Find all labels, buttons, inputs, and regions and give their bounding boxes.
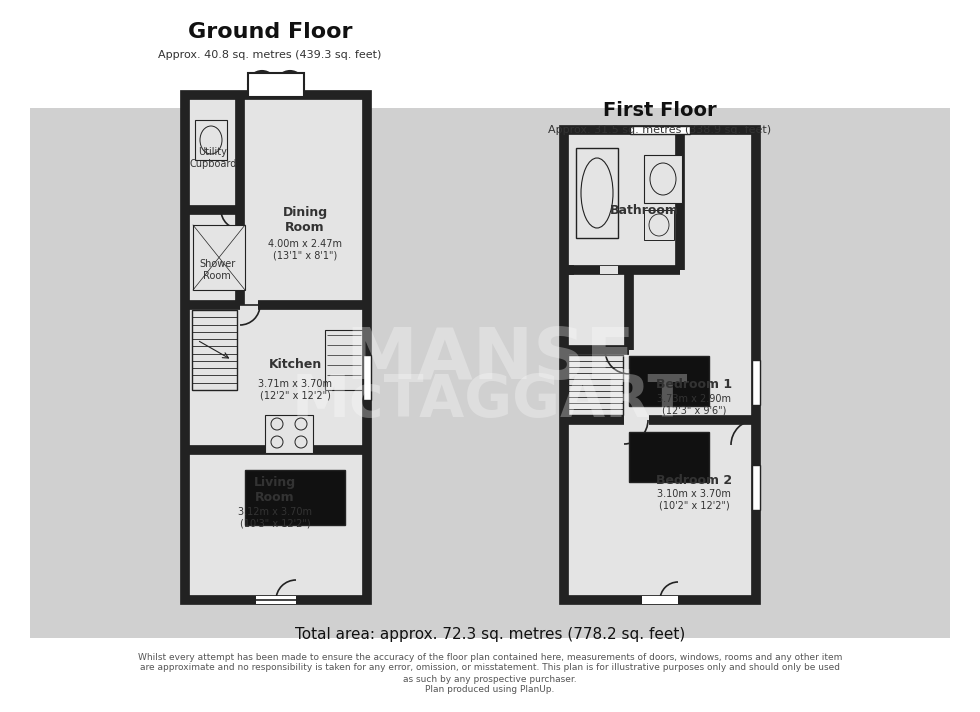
Bar xyxy=(185,95,367,600)
Text: 3.12m x 3.70m
(10'3" x 12'2"): 3.12m x 3.70m (10'3" x 12'2") xyxy=(238,507,312,529)
Ellipse shape xyxy=(200,126,222,154)
Text: Shower
Room: Shower Room xyxy=(199,259,235,281)
Bar xyxy=(363,355,371,400)
Text: McTAGGART: McTAGGART xyxy=(292,372,688,429)
Bar xyxy=(568,355,623,415)
Text: Dining
Room: Dining Room xyxy=(282,206,327,234)
Text: 4.00m x 2.47m
(13'1" x 8'1"): 4.00m x 2.47m (13'1" x 8'1") xyxy=(268,239,342,261)
Bar xyxy=(192,310,237,390)
Bar xyxy=(185,95,367,600)
Bar xyxy=(752,465,760,510)
Text: Whilst every attempt has been made to ensure the accuracy of the floor plan cont: Whilst every attempt has been made to en… xyxy=(138,652,842,661)
Bar xyxy=(256,596,296,604)
Ellipse shape xyxy=(581,158,613,228)
Ellipse shape xyxy=(649,214,669,236)
Text: Plan produced using PlanUp.: Plan produced using PlanUp. xyxy=(425,686,555,694)
Text: Bedroom 2: Bedroom 2 xyxy=(656,473,732,486)
Text: Bathroom: Bathroom xyxy=(610,204,678,216)
Text: Bedroom 1: Bedroom 1 xyxy=(656,379,732,392)
Text: 3.71m x 3.70m
(12'2" x 12'2"): 3.71m x 3.70m (12'2" x 12'2") xyxy=(258,379,332,401)
Bar xyxy=(630,126,690,134)
Text: Utility
Cupboard: Utility Cupboard xyxy=(189,147,237,169)
Text: Approx. 31.5 sq. metres (338.9 sq. feet): Approx. 31.5 sq. metres (338.9 sq. feet) xyxy=(549,125,771,135)
Bar xyxy=(195,120,227,160)
Text: Ground Floor: Ground Floor xyxy=(188,22,352,42)
Text: MANSE: MANSE xyxy=(345,325,635,394)
Text: as such by any prospective purchaser.: as such by any prospective purchaser. xyxy=(403,674,577,684)
Bar xyxy=(564,130,756,600)
Bar xyxy=(600,266,618,274)
Bar xyxy=(629,356,709,406)
Bar xyxy=(193,225,245,290)
Bar xyxy=(564,130,756,600)
Bar xyxy=(248,73,304,97)
Bar xyxy=(644,210,674,240)
Text: Kitchen: Kitchen xyxy=(269,359,321,372)
Bar xyxy=(629,432,709,482)
Bar xyxy=(325,330,363,390)
Text: are approximate and no responsibility is taken for any error, omission, or misst: are approximate and no responsibility is… xyxy=(140,664,840,673)
Text: First Floor: First Floor xyxy=(603,100,716,120)
Bar xyxy=(644,155,682,203)
Text: Approx. 40.8 sq. metres (439.3 sq. feet): Approx. 40.8 sq. metres (439.3 sq. feet) xyxy=(159,50,381,60)
Bar xyxy=(30,108,950,638)
Bar xyxy=(642,596,678,604)
Text: 3.10m x 3.70m
(10'2" x 12'2"): 3.10m x 3.70m (10'2" x 12'2") xyxy=(657,489,731,511)
Ellipse shape xyxy=(650,163,676,195)
Bar xyxy=(752,360,760,405)
Text: 3.73m x 2.90m
(12'3" x 9'6"): 3.73m x 2.90m (12'3" x 9'6") xyxy=(657,394,731,416)
Text: Living
Room: Living Room xyxy=(254,476,296,504)
Bar xyxy=(265,415,313,453)
Text: Total area: approx. 72.3 sq. metres (778.2 sq. feet): Total area: approx. 72.3 sq. metres (778… xyxy=(295,627,685,642)
Bar xyxy=(245,470,345,525)
Bar xyxy=(576,148,618,238)
